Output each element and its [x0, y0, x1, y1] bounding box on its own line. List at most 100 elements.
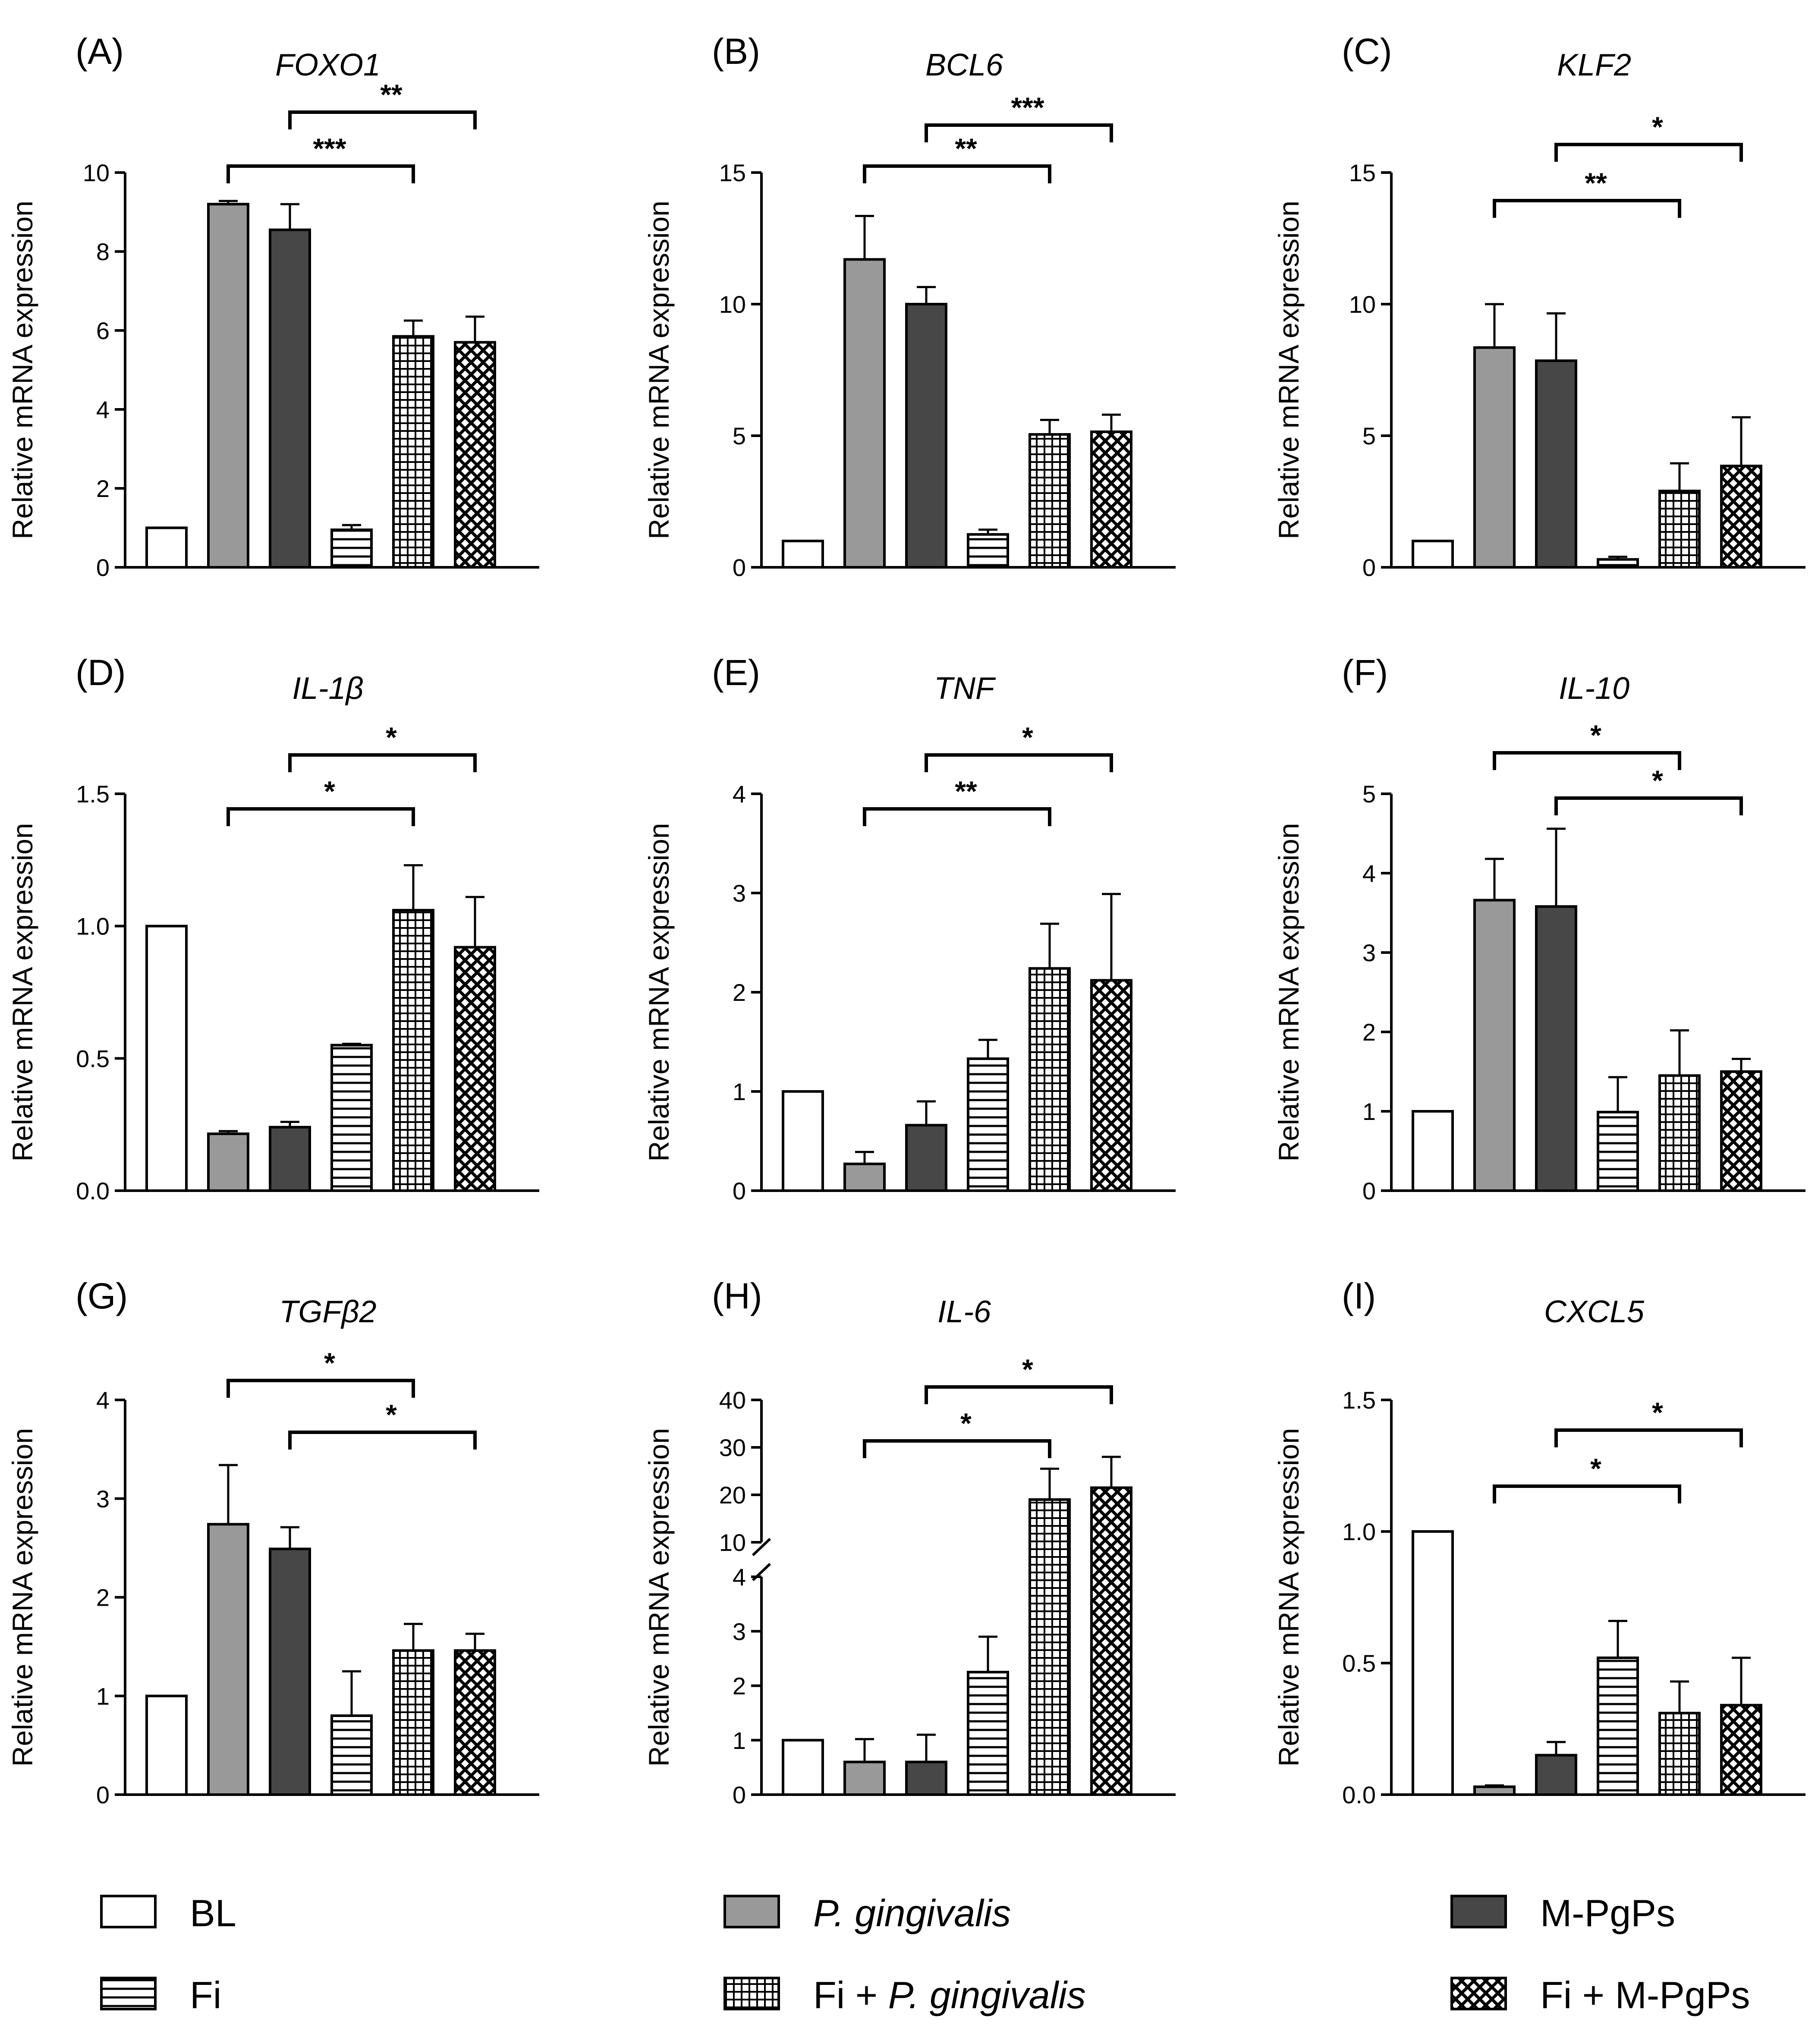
bar: [145, 1695, 188, 1796]
bar: [330, 1044, 373, 1192]
y-tick-label: 4: [96, 1387, 110, 1414]
y-tick-label: 0: [733, 554, 746, 581]
bar: [1029, 1498, 1071, 1796]
y-tick-label: 10: [719, 291, 746, 318]
chart-title: TNF: [934, 671, 996, 706]
bar: [1473, 346, 1516, 569]
bar: [905, 1124, 947, 1192]
bar: [454, 341, 496, 569]
chart-title: IL-1β: [292, 671, 363, 706]
panel-label: (D): [75, 652, 126, 693]
bar: [1658, 1711, 1701, 1796]
y-axis-title: Relative mRNA expression: [6, 1428, 38, 1767]
legend-swatch: [723, 1977, 780, 2010]
y-tick-label: 0: [1362, 554, 1376, 581]
y-tick-label: 10: [1349, 291, 1376, 318]
bar: [1412, 540, 1454, 569]
significance-bracket: [1493, 1484, 1681, 1503]
bar: [145, 925, 188, 1192]
y-tick-label: 3: [1362, 939, 1376, 966]
significance-label: *: [1652, 111, 1663, 143]
panel-label: (I): [1342, 1276, 1376, 1316]
bar: [392, 335, 434, 569]
bar: [392, 909, 434, 1192]
bar: [1090, 1486, 1132, 1796]
significance-bracket: [925, 123, 1113, 142]
significance-label: ***: [313, 132, 346, 164]
bar: [1090, 430, 1132, 569]
legend-swatch: [100, 1977, 157, 2010]
significance-bracket: [863, 164, 1051, 183]
panel-label: (E): [712, 652, 760, 693]
y-tick-label: 6: [96, 317, 110, 344]
y-tick-label: 5: [1362, 780, 1376, 808]
y-tick-label: 0.0: [1342, 1781, 1376, 1808]
y-tick-label: 2: [96, 475, 110, 502]
bar: [967, 533, 1009, 569]
legend-swatch: [723, 1895, 780, 1928]
y-axis-title: Relative mRNA expression: [6, 201, 38, 539]
legend-label: Fi + P. gingivalis: [813, 1974, 1086, 2016]
bar: [1473, 1785, 1516, 1796]
y-tick-label: 0: [1362, 1177, 1376, 1204]
y-tick-label: 0: [733, 1781, 746, 1808]
legend-item: Fi: [100, 1974, 221, 2016]
significance-label: *: [1652, 764, 1663, 796]
significance-label: ***: [1011, 91, 1044, 123]
y-tick-label: 4: [733, 1563, 746, 1591]
y-tick-label: 0.5: [1342, 1650, 1376, 1677]
y-tick-label: 2: [1362, 1019, 1376, 1046]
bar: [1597, 1656, 1639, 1796]
y-tick-label: 5: [1362, 422, 1376, 450]
chart-title: BCL6: [925, 48, 1003, 82]
legend-label: Fi + M-PgPs: [1540, 1974, 1750, 2016]
chart-panel: (A) FOXO1 Relative mRNA expression 0 2 4 6 8 10 *…: [6, 31, 539, 581]
bar: [1720, 465, 1762, 569]
bar: [1029, 433, 1071, 569]
bar: [843, 1162, 886, 1192]
y-tick-label: 2: [733, 979, 746, 1006]
chart-title: IL-6: [937, 1295, 991, 1329]
bar: [1029, 967, 1071, 1192]
significance-bracket: [288, 1431, 477, 1450]
significance-bracket: [1493, 751, 1681, 770]
significance-bracket: [226, 164, 415, 183]
y-tick-label: 30: [719, 1434, 746, 1461]
y-tick-label: 1.0: [76, 913, 110, 940]
chart-panel: (F) IL-10 Relative mRNA expression 0 1 2 3 4 5 * *: [1273, 652, 1805, 1204]
significance-bracket: [863, 1439, 1051, 1458]
significance-bracket: [226, 807, 415, 826]
y-tick-label: 2: [733, 1673, 746, 1700]
bar: [905, 1761, 947, 1796]
chart-title: KLF2: [1557, 48, 1631, 82]
legend-item: BL: [100, 1892, 236, 1934]
bar: [145, 526, 188, 569]
bar: [207, 203, 249, 569]
bar: [1658, 1074, 1701, 1192]
legend-swatch: [1450, 1895, 1507, 1928]
significance-label: **: [955, 132, 977, 164]
panel-label: (A): [75, 31, 124, 72]
bar: [454, 946, 496, 1192]
bar: [1412, 1530, 1454, 1796]
legend-label: BL: [190, 1892, 236, 1934]
bar: [392, 1649, 434, 1796]
significance-label: **: [380, 79, 403, 110]
significance-label: *: [1590, 719, 1601, 751]
chart-title: FOXO1: [275, 48, 381, 82]
y-tick-label: 1: [96, 1682, 110, 1710]
significance-label: *: [1022, 721, 1033, 753]
y-tick-label: 1: [733, 1727, 746, 1754]
legend-label: Fi: [190, 1974, 221, 2016]
chart-panel: (G) TGFβ2 Relative mRNA expression 0 1 2 3 4 * *: [6, 1276, 539, 1808]
y-tick-label: 15: [719, 159, 746, 186]
bar: [1473, 899, 1516, 1192]
bar: [1597, 1110, 1639, 1192]
legend-item: P. gingivalis: [723, 1892, 1011, 1934]
y-tick-label: 3: [96, 1485, 110, 1513]
y-tick-label: 4: [1362, 860, 1376, 887]
significance-bracket: [1554, 796, 1743, 815]
